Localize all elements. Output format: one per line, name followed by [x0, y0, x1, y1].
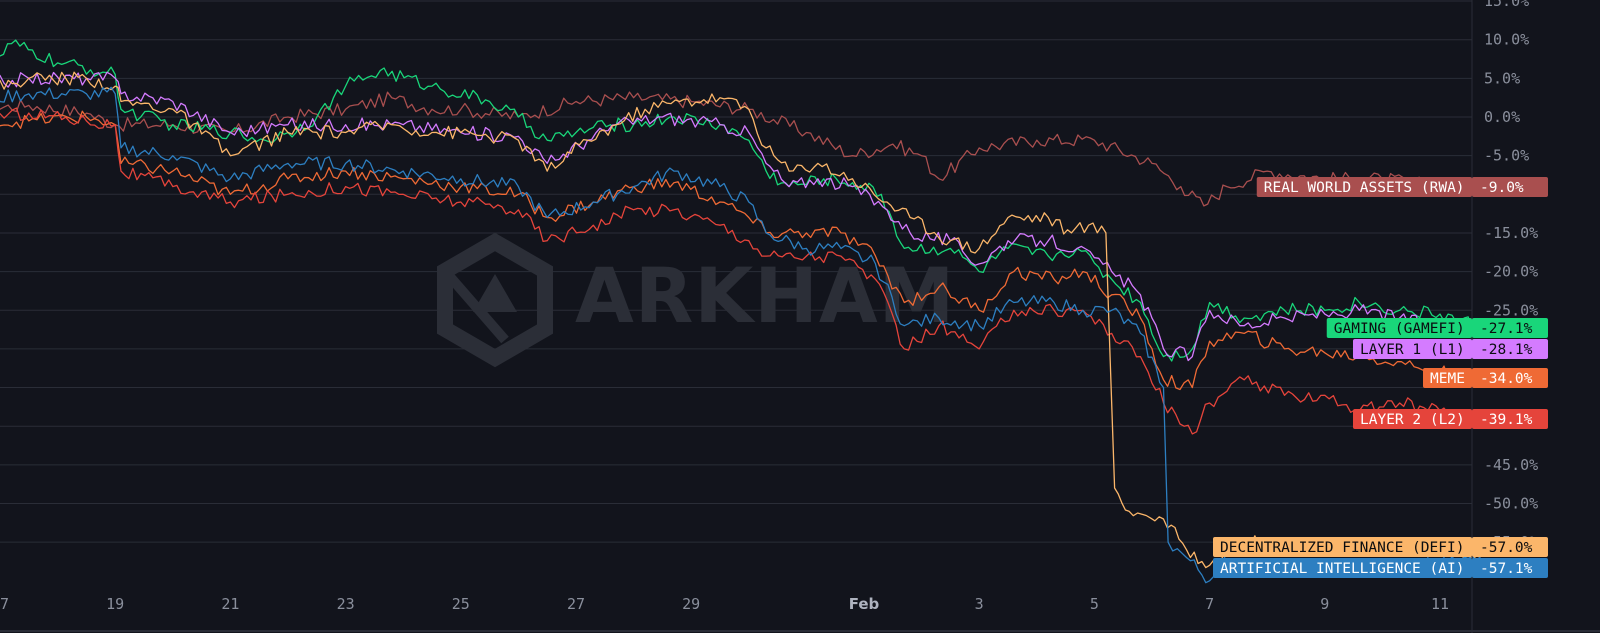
- series-tag-name-bg: [1326, 318, 1472, 338]
- arkham-logo-icon: [437, 232, 553, 368]
- series-tag-name-bg: [1423, 368, 1472, 388]
- series-tag-name-bg: [1353, 339, 1472, 359]
- x-tick-label: 21: [221, 595, 239, 613]
- series-tag-value-bg: [1472, 409, 1548, 429]
- x-tick-label: 17: [0, 595, 9, 613]
- y-tick-label: -5.0%: [1484, 147, 1529, 165]
- y-tick-label: 5.0%: [1484, 69, 1520, 87]
- series-tag-name: MEME: [1430, 371, 1465, 387]
- series-tag-value-bg: [1472, 339, 1548, 359]
- series-tag-name: LAYER 1 (L1): [1360, 342, 1465, 358]
- series-tag-value-bg: [1472, 558, 1548, 578]
- series-tag-value: -39.1%: [1480, 412, 1533, 428]
- x-tick-label: 25: [452, 595, 470, 613]
- series-tag: LAYER 1 (L1) -28.1%: [1353, 339, 1548, 359]
- series-tag-value-bg: [1472, 537, 1548, 557]
- x-axis: 17 19 21 23 25 27 29 Feb 3 5 7 9 11: [0, 595, 1449, 613]
- series-tag-value: -28.1%: [1480, 342, 1533, 358]
- series-tag-name-bg: [1213, 537, 1472, 557]
- series-tag: DECENTRALIZED FINANCE (DEFI) -57.0%: [1213, 537, 1548, 557]
- series-tag-value: -57.0%: [1480, 540, 1533, 556]
- series-tag-value: -9.0%: [1480, 180, 1524, 196]
- chart-gridlines: [0, 0, 1472, 543]
- series-tag-value-bg: [1472, 177, 1548, 197]
- series-line: [0, 107, 1481, 435]
- series-tag-value: -57.1%: [1480, 561, 1533, 577]
- x-tick-label: 9: [1320, 595, 1329, 613]
- series-tag: REAL WORLD ASSETS (RWA) -9.0%: [1256, 177, 1548, 197]
- series-tag-name-bg: [1353, 409, 1472, 429]
- y-tick-label: 0.0%: [1484, 108, 1520, 126]
- series-tag-name-bg: [1256, 177, 1472, 197]
- x-tick-label: 29: [682, 595, 700, 613]
- series-tag-name: LAYER 2 (L2): [1360, 412, 1465, 428]
- series-tag-name: REAL WORLD ASSETS (RWA): [1264, 180, 1465, 196]
- y-tick-label: -45.0%: [1484, 456, 1538, 474]
- x-tick-label: 27: [567, 595, 585, 613]
- series-tag-value: -27.1%: [1480, 321, 1533, 337]
- series-line: [0, 110, 1481, 391]
- series-tag: MEME -34.0%: [1423, 368, 1548, 388]
- x-tick-label: 7: [1205, 595, 1214, 613]
- x-tick-label: 19: [106, 595, 124, 613]
- watermark-text: ARKHAM: [575, 251, 955, 340]
- x-tick-label: 11: [1431, 595, 1449, 613]
- series-tag-name-bg: [1213, 558, 1472, 578]
- series-tag: ARTIFICIAL INTELLIGENCE (AI) -57.1%: [1213, 558, 1548, 578]
- series-tag-name: ARTIFICIAL INTELLIGENCE (AI): [1220, 561, 1464, 577]
- series-tag-name: GAMING (GAMEFI): [1334, 321, 1465, 337]
- y-tick-label: -50.0%: [1484, 495, 1538, 513]
- series-tag-value-bg: [1472, 318, 1548, 338]
- series-line: [0, 71, 1481, 362]
- y-tick-label: 10.0%: [1484, 31, 1529, 49]
- x-tick-label: 23: [337, 595, 355, 613]
- y-tick-label: -20.0%: [1484, 263, 1538, 281]
- y-tick-label: -15.0%: [1484, 224, 1538, 242]
- series-tag-value: -34.0%: [1480, 371, 1533, 387]
- series-line: [0, 91, 1481, 207]
- x-tick-label: Feb: [849, 595, 880, 613]
- y-tick-label: 15.0%: [1484, 0, 1529, 10]
- x-tick-label: 5: [1090, 595, 1099, 613]
- arkham-watermark: ARKHAM: [437, 232, 955, 368]
- y-tick-label: -25.0%: [1484, 301, 1538, 319]
- x-tick-label: 3: [975, 595, 984, 613]
- series-tag: LAYER 2 (L2) -39.1%: [1353, 409, 1548, 429]
- series-tag-value-bg: [1472, 368, 1548, 388]
- series-tag-name: DECENTRALIZED FINANCE (DEFI): [1220, 540, 1464, 556]
- series-value-tags: REAL WORLD ASSETS (RWA) -9.0% GAMING (GAME…: [1213, 177, 1548, 578]
- series-tag: GAMING (GAMEFI) -27.1%: [1326, 318, 1548, 338]
